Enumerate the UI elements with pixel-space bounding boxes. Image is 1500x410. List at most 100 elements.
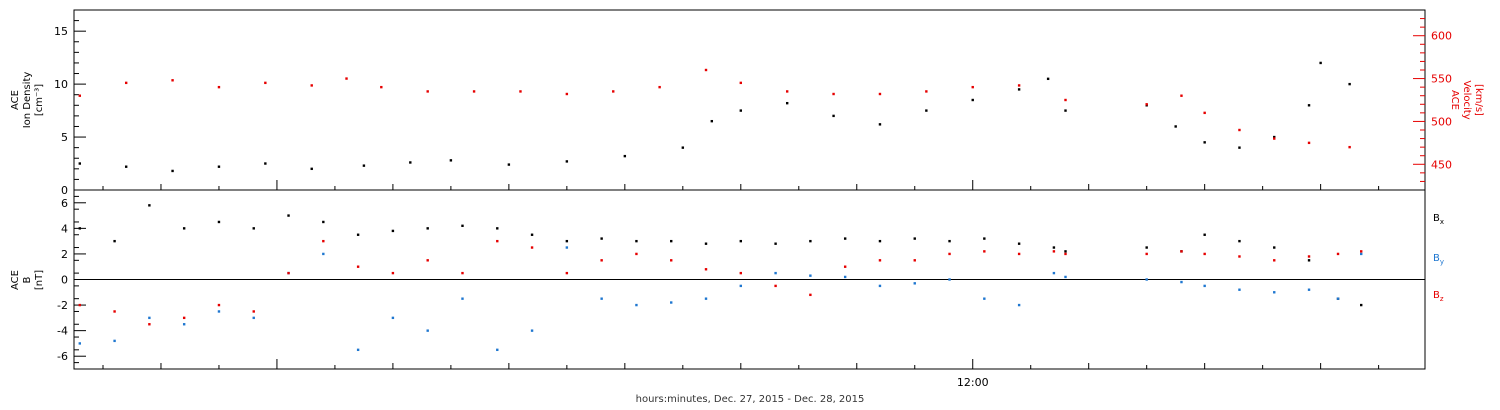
by-point — [1203, 284, 1206, 288]
by-point — [1180, 280, 1183, 284]
by-point — [391, 316, 395, 320]
velocity-point — [1307, 141, 1311, 145]
density-point — [449, 159, 453, 162]
top-left-tick-label: 10 — [54, 78, 68, 91]
by-point — [1052, 271, 1056, 275]
velocity-point — [472, 90, 476, 93]
svg-text:Bx: Bx — [1433, 213, 1444, 226]
bottom-left-tick-label: 0 — [61, 274, 68, 287]
legend-bz-sub: z — [1440, 295, 1444, 303]
top-left-ylabel-line-1: ACE — [10, 90, 21, 110]
top-left-ylabel-line-3: [cm⁻³] — [34, 84, 45, 116]
velocity-point — [1348, 145, 1351, 149]
bx-point — [774, 242, 777, 245]
legend-bz: Bz — [1433, 290, 1444, 303]
bx-point — [739, 239, 743, 243]
bz-point — [148, 323, 151, 326]
magnetic-field-series — [78, 204, 1363, 352]
bx-point — [391, 229, 395, 233]
density-point — [1017, 88, 1021, 91]
velocity-point — [704, 68, 708, 72]
bx-point — [843, 237, 847, 240]
velocity-point — [124, 81, 128, 85]
bx-point — [496, 227, 499, 230]
bx-point — [1238, 239, 1241, 243]
bx-point — [217, 220, 221, 224]
bz-point — [704, 268, 708, 271]
velocity-point — [1238, 128, 1241, 132]
velocity-point — [519, 90, 522, 93]
bz-point — [1145, 252, 1148, 256]
bz-point — [983, 250, 986, 253]
bx-point — [182, 227, 186, 230]
bz-point — [809, 293, 812, 297]
by-point — [530, 329, 534, 332]
bz-point — [1180, 250, 1183, 253]
velocity-point — [380, 85, 383, 89]
bx-point — [1145, 246, 1148, 249]
top-right-ylabel-line-1: ACE — [1449, 90, 1460, 110]
density-point — [264, 162, 267, 165]
velocity-point — [264, 81, 267, 85]
bx-point — [1273, 246, 1276, 249]
top-left-tick-label: 0 — [61, 184, 68, 197]
density-point — [78, 162, 81, 165]
velocity-point — [925, 90, 928, 93]
bx-point — [1360, 303, 1363, 307]
velocity-point — [878, 92, 882, 96]
bz-point — [670, 259, 673, 262]
density-point — [971, 98, 974, 102]
bottom-left-tick-label: 2 — [61, 248, 68, 261]
x-axis-title: hours:minutes, Dec. 27, 2015 - Dec. 28, … — [635, 394, 865, 405]
by-point — [356, 348, 360, 352]
bx-point — [948, 239, 951, 243]
by-point — [635, 303, 638, 307]
density-point — [1064, 109, 1067, 112]
density-point — [507, 163, 511, 166]
density-point — [217, 165, 221, 168]
by-point — [670, 301, 673, 304]
by-point — [1145, 278, 1148, 281]
by-point — [843, 275, 847, 279]
top-left-tick-label: 5 — [61, 131, 68, 144]
density-point — [1238, 146, 1241, 149]
density-point — [1348, 82, 1351, 86]
bz-point — [1017, 252, 1021, 256]
bz-point — [1360, 250, 1363, 253]
by-point — [113, 339, 116, 343]
bx-point — [530, 233, 534, 236]
bz-point — [426, 259, 429, 262]
by-point — [600, 297, 603, 300]
bz-point — [739, 271, 743, 275]
bx-point — [113, 239, 116, 243]
bz-point — [1238, 255, 1241, 258]
bz-point — [113, 310, 116, 313]
velocity-point — [171, 79, 174, 82]
by-point — [1360, 252, 1363, 256]
by-point — [148, 316, 151, 320]
density-series — [78, 61, 1351, 173]
density-point — [310, 167, 313, 171]
velocity-point — [426, 90, 429, 93]
density-point — [1273, 135, 1276, 139]
by-point — [809, 274, 812, 277]
velocity-series — [78, 68, 1351, 149]
by-point — [1017, 303, 1021, 307]
density-point — [681, 146, 685, 149]
bottom-ylabel-line-2: B — [22, 276, 33, 283]
legend-bx-sub: x — [1440, 218, 1444, 226]
bx-point — [983, 237, 986, 240]
bz-point — [1336, 252, 1340, 256]
bx-point — [1017, 242, 1021, 245]
bx-point — [1052, 246, 1056, 249]
density-point — [785, 101, 789, 105]
top-left-axis: 0 5 10 15 — [54, 20, 86, 197]
bz-point — [217, 303, 221, 307]
bz-point — [565, 271, 569, 275]
svg-text:Bz: Bz — [1433, 290, 1444, 303]
density-point — [1203, 141, 1206, 144]
bz-point — [913, 259, 916, 262]
bz-point — [774, 284, 777, 288]
bx-point — [322, 220, 325, 224]
